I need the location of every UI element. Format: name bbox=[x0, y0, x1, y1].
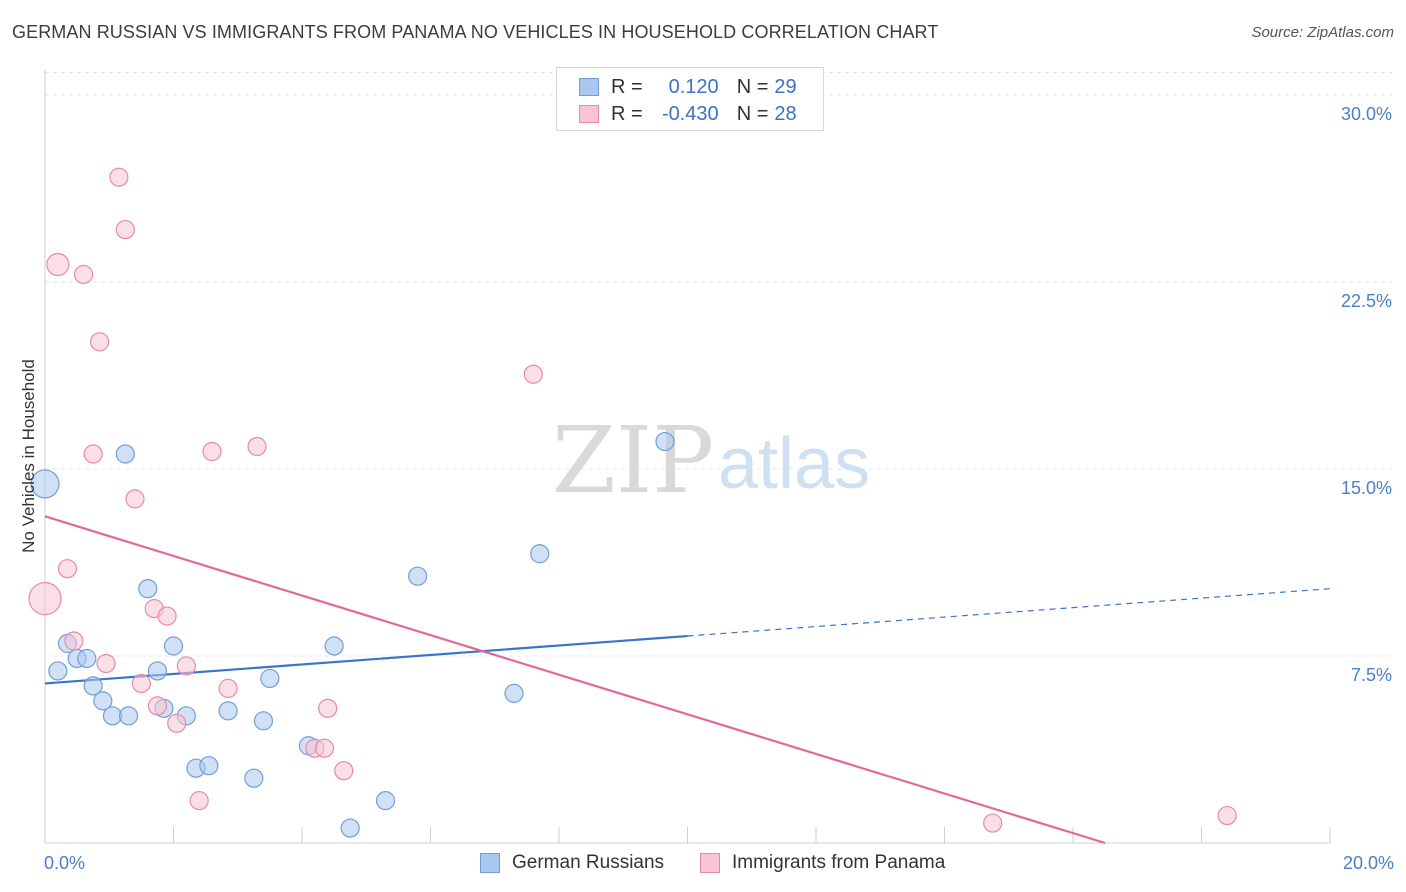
point-german-russians bbox=[93, 691, 113, 711]
point-german-russians bbox=[138, 579, 158, 599]
legend-row-panama: R = -0.430 N = 28 bbox=[579, 102, 797, 126]
trend-line-german-russians-extension bbox=[687, 588, 1331, 637]
legend-r-label: R = bbox=[611, 75, 643, 98]
y-tick-label: 22.5% bbox=[1341, 291, 1392, 311]
trend-line-panama bbox=[44, 515, 1106, 845]
legend-swatch-blue bbox=[480, 853, 500, 873]
point-panama bbox=[176, 656, 196, 676]
legend-r-value: 0.120 bbox=[668, 75, 719, 98]
point-panama bbox=[318, 698, 338, 718]
x-tick-label: 0.0% bbox=[44, 853, 85, 873]
point-panama bbox=[334, 761, 354, 781]
legend-r-label: R = bbox=[611, 102, 643, 125]
point-german-russians bbox=[115, 444, 135, 464]
legend-n-label: N = bbox=[736, 102, 769, 125]
correlation-legend: R = 0.120 N = 29 R = -0.430 N = 28 bbox=[556, 67, 824, 131]
legend-item-german-russians[interactable]: German Russians bbox=[480, 852, 664, 874]
point-panama bbox=[314, 738, 335, 758]
y-tick-label: 7.5% bbox=[1351, 665, 1392, 685]
point-german-russians bbox=[147, 661, 168, 681]
legend-label-german-russians: German Russians bbox=[512, 852, 665, 873]
legend-n-value: 29 bbox=[774, 75, 797, 98]
point-german-russians bbox=[218, 701, 238, 721]
point-german-russians bbox=[504, 683, 524, 703]
point-panama bbox=[83, 444, 103, 464]
point-panama bbox=[73, 264, 94, 285]
x-tick-label: 20.0% bbox=[1343, 853, 1394, 873]
point-german-russians bbox=[83, 676, 103, 696]
point-german-russians bbox=[253, 711, 274, 731]
point-panama bbox=[57, 559, 78, 579]
point-panama bbox=[90, 332, 110, 352]
point-panama bbox=[202, 441, 222, 462]
watermark: ZIP atlas bbox=[552, 407, 870, 514]
point-german-russians bbox=[324, 636, 344, 656]
legend-row-german-russians: R = 0.120 N = 29 bbox=[579, 75, 797, 99]
point-panama bbox=[1217, 805, 1237, 826]
point-panama bbox=[983, 813, 1003, 833]
point-german-russians bbox=[102, 706, 123, 726]
point-german-russians bbox=[30, 469, 60, 499]
point-panama bbox=[46, 252, 70, 277]
point-panama bbox=[131, 673, 151, 694]
point-panama bbox=[218, 678, 238, 699]
data-points bbox=[28, 167, 1237, 838]
point-german-russians bbox=[48, 661, 68, 681]
point-german-russians bbox=[118, 706, 139, 726]
point-german-russians bbox=[530, 544, 550, 564]
point-panama bbox=[189, 791, 209, 811]
trend-lines bbox=[44, 515, 1331, 845]
point-panama bbox=[147, 696, 168, 716]
point-german-russians bbox=[655, 431, 675, 452]
point-panama bbox=[28, 582, 62, 616]
point-panama bbox=[125, 489, 145, 509]
legend-swatch-pink bbox=[700, 853, 720, 873]
point-panama bbox=[64, 631, 84, 651]
point-german-russians bbox=[260, 668, 280, 689]
legend-item-panama[interactable]: Immigrants from Panama bbox=[700, 852, 945, 874]
point-german-russians bbox=[375, 791, 396, 811]
chart-title: GERMAN RUSSIAN VS IMMIGRANTS FROM PANAMA… bbox=[12, 22, 939, 42]
y-tick-label: 30.0% bbox=[1341, 104, 1392, 124]
point-panama bbox=[109, 167, 129, 187]
legend-swatch-blue bbox=[579, 78, 599, 96]
axes bbox=[44, 70, 1331, 844]
point-panama bbox=[115, 219, 135, 240]
legend-n-label: N = bbox=[736, 75, 769, 98]
watermark-zip: ZIP bbox=[552, 407, 714, 514]
legend-r-value: -0.430 bbox=[661, 102, 719, 125]
point-panama bbox=[247, 436, 267, 457]
point-panama bbox=[523, 364, 543, 384]
legend-n-value: 28 bbox=[774, 102, 797, 125]
series-legend: German Russians Immigrants from Panama bbox=[0, 852, 1406, 878]
point-german-russians bbox=[340, 818, 360, 838]
point-panama bbox=[167, 713, 187, 733]
legend-label-panama: Immigrants from Panama bbox=[732, 852, 946, 873]
point-panama bbox=[157, 606, 177, 626]
watermark-atlas: atlas bbox=[718, 424, 870, 504]
point-german-russians bbox=[163, 636, 184, 656]
source-label: Source: ZipAtlas.com bbox=[1251, 24, 1394, 41]
y-tick-label: 15.0% bbox=[1341, 478, 1392, 498]
point-german-russians bbox=[244, 768, 264, 788]
tick-labels: 7.5% 15.0% 22.5% 30.0% 0.0% 20.0% bbox=[44, 104, 1394, 873]
legend-swatch-pink bbox=[579, 105, 599, 123]
point-german-russians bbox=[77, 648, 97, 669]
point-panama bbox=[96, 653, 116, 674]
point-german-russians bbox=[199, 756, 219, 776]
grid-lines bbox=[45, 71, 1392, 657]
point-german-russians bbox=[408, 566, 428, 586]
y-axis-label: No Vehicles in Household bbox=[19, 359, 38, 553]
